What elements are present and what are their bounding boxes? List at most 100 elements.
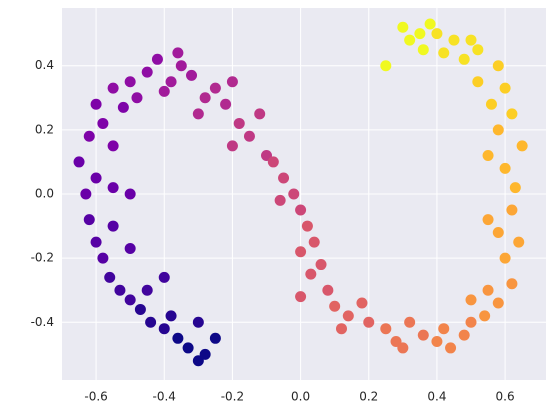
- point: [380, 60, 392, 72]
- point: [431, 28, 443, 40]
- point: [158, 271, 170, 283]
- x-tick-label: -0.2: [221, 390, 244, 404]
- point: [431, 336, 443, 348]
- point: [516, 140, 528, 152]
- point: [509, 182, 521, 194]
- point: [315, 259, 327, 271]
- point: [124, 76, 136, 88]
- point: [482, 214, 494, 226]
- point: [506, 278, 518, 290]
- point: [404, 316, 416, 328]
- y-tick-label: -0.2: [31, 251, 54, 265]
- point: [83, 214, 95, 226]
- point: [131, 92, 143, 104]
- point: [404, 34, 416, 46]
- point: [151, 53, 163, 65]
- y-tick-label: -0.4: [31, 315, 54, 329]
- point: [335, 323, 347, 335]
- point: [158, 85, 170, 97]
- point: [380, 323, 392, 335]
- point: [141, 66, 153, 78]
- point: [465, 34, 477, 46]
- point: [182, 342, 194, 354]
- x-tick-label: -0.6: [84, 390, 107, 404]
- point: [124, 188, 136, 200]
- point: [397, 21, 409, 33]
- point: [192, 316, 204, 328]
- x-tick-label: 0.4: [427, 390, 446, 404]
- point: [199, 348, 211, 360]
- point: [90, 98, 102, 110]
- point: [83, 130, 95, 142]
- point: [107, 220, 119, 232]
- point: [485, 98, 497, 110]
- point: [209, 332, 221, 344]
- point: [397, 342, 409, 354]
- point: [465, 294, 477, 306]
- point: [104, 271, 116, 283]
- point: [124, 294, 136, 306]
- point: [209, 82, 221, 94]
- point: [107, 82, 119, 94]
- point: [243, 130, 255, 142]
- point: [117, 101, 129, 113]
- point: [479, 310, 491, 322]
- point: [448, 34, 460, 46]
- point: [472, 44, 484, 56]
- point: [186, 69, 198, 81]
- point: [417, 44, 429, 56]
- point: [472, 76, 484, 88]
- point: [342, 310, 354, 322]
- point: [499, 162, 511, 174]
- point: [97, 252, 109, 264]
- point: [97, 117, 109, 129]
- point: [134, 303, 146, 315]
- point: [295, 291, 307, 303]
- point: [80, 188, 92, 200]
- point: [417, 329, 429, 341]
- point: [172, 332, 184, 344]
- point: [305, 268, 317, 280]
- point: [267, 156, 279, 168]
- point: [124, 243, 136, 255]
- point: [278, 172, 290, 184]
- x-tick-label: 0.0: [291, 390, 310, 404]
- point: [482, 284, 494, 296]
- point: [445, 342, 457, 354]
- point: [226, 76, 238, 88]
- y-tick-label: 0.0: [35, 187, 54, 201]
- point: [226, 140, 238, 152]
- point: [438, 323, 450, 335]
- point: [492, 226, 504, 238]
- point: [424, 18, 436, 30]
- point: [233, 117, 245, 129]
- x-tick-label: -0.4: [153, 390, 176, 404]
- point: [465, 316, 477, 328]
- point: [492, 124, 504, 136]
- y-tick-label: 0.4: [35, 58, 54, 72]
- point: [90, 172, 102, 184]
- point: [192, 108, 204, 120]
- point: [356, 297, 368, 309]
- y-tick-label: 0.2: [35, 122, 54, 136]
- point: [220, 98, 232, 110]
- point: [199, 92, 211, 104]
- x-tick-label: 0.6: [496, 390, 515, 404]
- point: [363, 316, 375, 328]
- point: [295, 204, 307, 216]
- point: [414, 28, 426, 40]
- point: [288, 188, 300, 200]
- point: [492, 60, 504, 72]
- point: [107, 140, 119, 152]
- point: [172, 47, 184, 59]
- point: [513, 236, 525, 248]
- point: [295, 246, 307, 258]
- point: [301, 220, 313, 232]
- point: [107, 182, 119, 194]
- point: [175, 60, 187, 72]
- point: [158, 323, 170, 335]
- point: [458, 329, 470, 341]
- point: [458, 53, 470, 65]
- point: [274, 194, 286, 206]
